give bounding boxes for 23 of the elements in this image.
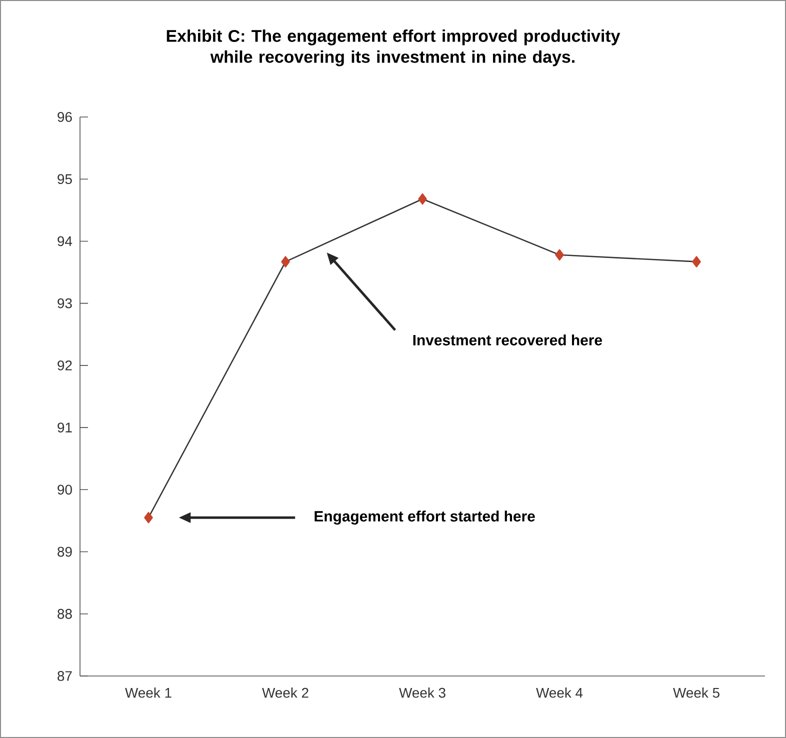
point (555, 249, 564, 261)
point (281, 256, 290, 268)
y-tick-label: 90 (58, 484, 72, 495)
x-tick-label: Week 3 (399, 688, 446, 698)
y-tick-label: 92 (58, 360, 72, 370)
x-tick-label: Week 4 (536, 688, 583, 698)
chart-title: Exhibit C: The engagement effort improved productivity while recovering its investment in nine days. (166, 30, 620, 66)
point (144, 512, 153, 524)
y-tick-label: 89 (58, 546, 72, 557)
point (692, 256, 701, 268)
y-tick-label: 94 (58, 236, 72, 246)
y-tick-label: 93 (58, 298, 72, 308)
y-tick-label: 95 (58, 174, 72, 184)
x-tick-label: Week 5 (673, 688, 720, 698)
annotation: Engagement effort started here (314, 510, 535, 525)
point (418, 193, 427, 205)
y-tick-label: 96 (58, 112, 72, 122)
x-tick-label: Week 2 (262, 688, 308, 698)
y-tick-label: 88 (58, 608, 72, 619)
x-tick-label: Week 1 (125, 688, 172, 698)
y-tick-label: 91 (58, 422, 72, 432)
y-tick-label: 87 (58, 671, 72, 681)
annotation: Investment recovered here (413, 334, 602, 346)
